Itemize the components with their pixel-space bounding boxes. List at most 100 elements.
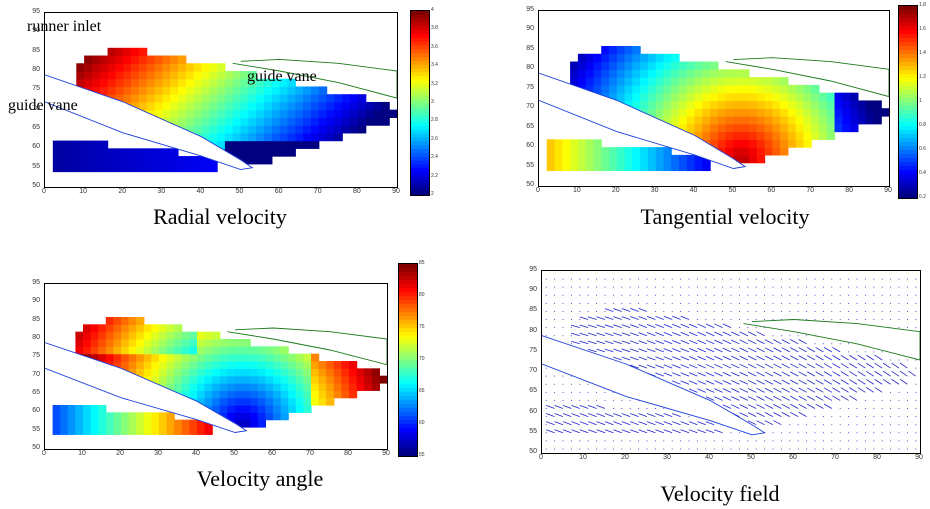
velocity-vector (655, 364, 664, 369)
velocity-vector (832, 363, 841, 369)
heatmap-cell (725, 92, 735, 102)
field-point (797, 302, 799, 304)
heatmap-cell (250, 375, 259, 384)
colorbar-band (411, 118, 429, 123)
velocity-vector (562, 405, 572, 409)
field-point (890, 359, 892, 361)
heatmap-cell (181, 419, 190, 428)
colorbar-band (411, 168, 429, 173)
heatmap-cell (546, 147, 556, 156)
field-point (806, 448, 808, 450)
heatmap-cell (136, 339, 145, 347)
colorbar-band (399, 440, 417, 445)
heatmap-cell (764, 84, 773, 94)
field-point (722, 278, 724, 280)
field-point (831, 286, 833, 288)
heatmap-cell (857, 108, 867, 117)
heatmap-cell (60, 427, 69, 435)
heatmap-cell (686, 69, 696, 78)
colorbar-band (399, 384, 417, 389)
heatmap-cell (107, 156, 116, 165)
heatmap-cell (570, 147, 579, 156)
y-tick-label: 80 (529, 326, 537, 334)
colorbar-band (411, 172, 429, 177)
heatmap-cell (702, 100, 711, 109)
colorbar-band (399, 280, 417, 285)
heatmap-cell (671, 162, 680, 172)
heatmap-cell (174, 339, 183, 347)
field-point (856, 286, 858, 288)
field-point (646, 278, 648, 280)
velocity-vector (672, 315, 681, 320)
heatmap-cell (256, 86, 265, 95)
x-tick-label: 40 (196, 188, 205, 195)
heatmap-cell (162, 109, 171, 118)
heatmap-cell (128, 353, 137, 362)
heatmap-cell (787, 100, 797, 109)
colorbar-band (399, 396, 417, 401)
velocity-vector (891, 362, 900, 369)
velocity-vector (663, 332, 673, 337)
field-point (638, 448, 640, 450)
colorbar-band (411, 37, 429, 43)
colorbar-band (899, 162, 917, 167)
heatmap-cell (632, 77, 641, 86)
heatmap-cell (240, 86, 249, 95)
velocity-vector (638, 316, 648, 320)
heatmap-cell (217, 109, 226, 118)
heatmap-cell (647, 162, 657, 172)
colorbar-band (411, 106, 429, 112)
colorbar-band (899, 122, 917, 127)
heatmap-cell (189, 390, 198, 399)
heatmap-cell (91, 156, 101, 165)
heatmap-cell (741, 108, 750, 117)
heatmap-cell (303, 383, 312, 391)
colorbar-band (899, 110, 917, 115)
heatmap-cell (84, 156, 93, 165)
field-point (856, 424, 858, 426)
field-point (646, 294, 648, 296)
field-point (822, 278, 824, 280)
heatmap-cell (193, 86, 203, 95)
heatmap-cell (162, 156, 171, 165)
heatmap-cell (570, 154, 579, 164)
velocity-vector (587, 340, 597, 345)
heatmap-cell (265, 346, 274, 355)
heatmap-cell (717, 100, 727, 109)
velocity-vector (747, 347, 757, 353)
field-point (621, 294, 623, 296)
heatmap-cell (224, 78, 234, 88)
heatmap-cell (257, 412, 266, 421)
field-point (596, 310, 598, 312)
heatmap-cell (166, 412, 175, 421)
heatmap-cell (632, 92, 641, 102)
guide-vane-label-upper: guide vane (247, 68, 317, 85)
heatmap-cell (166, 346, 175, 355)
colorbar-band (899, 142, 917, 147)
heatmap-cell (326, 361, 335, 369)
colorbar-gradient (411, 11, 429, 196)
colorbar-tick-label: 1.8 (919, 2, 926, 8)
velocity-vector (663, 348, 673, 353)
heatmap-cell (159, 368, 168, 377)
field-point (890, 432, 892, 434)
colorbar-band (399, 380, 417, 385)
heatmap-cell (640, 162, 649, 172)
heatmap-cell (624, 92, 633, 102)
heatmap-cell (227, 383, 236, 391)
heatmap-cell (702, 69, 711, 78)
field-point (831, 278, 833, 280)
heatmap-cell (616, 147, 626, 156)
field-point (822, 302, 824, 304)
velocity-vector (739, 347, 748, 353)
heatmap-cell (686, 108, 696, 117)
heatmap-cell (616, 46, 626, 55)
field-point (671, 310, 673, 312)
velocity-vector (680, 429, 690, 434)
heatmap-cell (154, 101, 163, 111)
x-tick-label: 70 (806, 187, 815, 194)
velocity-vector (588, 405, 597, 409)
heatmap-cell (795, 123, 805, 133)
heatmap-cell (235, 397, 244, 406)
heatmap-cell (123, 47, 132, 57)
